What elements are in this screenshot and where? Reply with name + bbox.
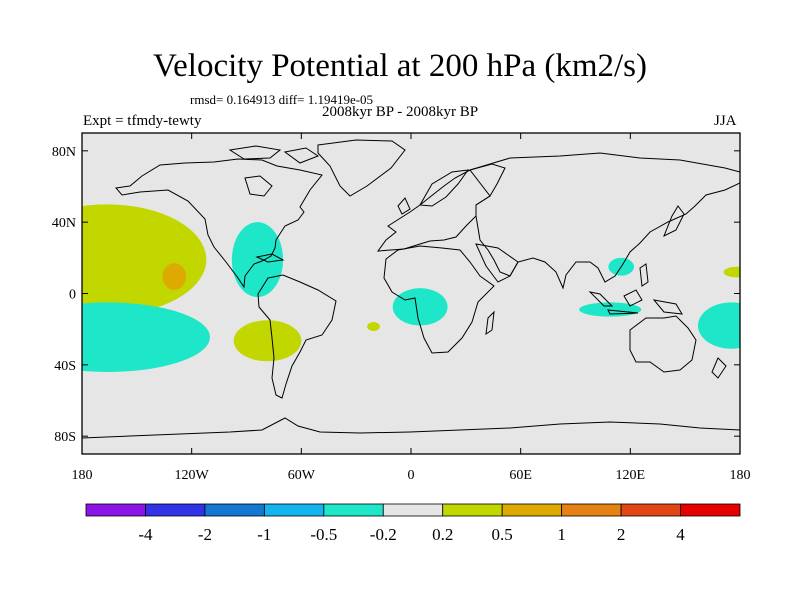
lon-tick-label: 120E: [616, 468, 646, 483]
colorbar-label: -2: [198, 525, 212, 544]
coastline-antarctica: [82, 417, 740, 439]
lat-tick-label: 0: [69, 288, 76, 303]
experiment-label: Expt = tfmdy-tewty: [83, 113, 202, 129]
lon-tick-label: 180: [72, 468, 93, 483]
anomaly-region-atlantic-positive: [367, 322, 380, 331]
colorbar-swatch: [204, 503, 265, 517]
colorbar-label: 4: [676, 525, 685, 544]
stats-text: rmsd= 0.164913 diff= 1.19419e-05: [190, 92, 374, 107]
colorbar-swatch: [323, 503, 384, 517]
colorbar-swatch: [263, 503, 325, 517]
colorbar-label: -0.5: [310, 525, 337, 544]
lon-tick-label: 120W: [175, 468, 210, 483]
colorbar-swatch: [382, 503, 444, 517]
colorbar-swatch: [85, 503, 146, 517]
lon-tick-label: 180: [730, 468, 751, 483]
coastlines: [82, 139, 740, 439]
coastline-africa: [383, 245, 495, 354]
colorbar-label: 0.5: [492, 525, 513, 544]
colorbar: -4 -2 -1 -0.5 -0.2 0.2 0.5 1 2 4: [85, 503, 741, 544]
anomaly-region-gulf-of-guinea-negative: [392, 288, 448, 326]
lon-tick-label: 0: [408, 468, 415, 483]
coastline-hudson-bay: [244, 175, 273, 197]
period-text: 2008kyr BP - 2008kyr BP: [322, 104, 479, 120]
coastline-asia: [469, 152, 740, 290]
coastline-europe: [376, 163, 506, 252]
coastline-australia: [629, 315, 697, 373]
coastline-new-zealand: [711, 357, 727, 379]
lat-tick-label: 40S: [54, 359, 76, 374]
anomaly-region-east-edge-positive: [723, 266, 740, 278]
coastline-greenland: [317, 139, 406, 197]
anomaly-region-south-america-positive: [233, 320, 302, 362]
colorbar-label: 0.2: [432, 525, 453, 544]
coastline-java: [607, 309, 639, 315]
colorbar-label: -0.2: [370, 525, 397, 544]
lat-tick-label: 40N: [52, 216, 76, 231]
colorbar-swatch: [501, 503, 563, 517]
colorbar-swatch: [145, 503, 206, 517]
lat-tick-label: 80N: [52, 145, 76, 160]
coastline-arabia: [475, 243, 519, 283]
coastline-madagascar: [485, 310, 495, 336]
coastline-south-america: [257, 274, 337, 399]
coastline-sumatra: [588, 291, 614, 307]
colorbar-label: 1: [557, 525, 566, 544]
map-axes: 80N 40N 0 40S 80S 180 120W 60W 0 60E 120E 180: [52, 133, 751, 483]
lon-tick-label: 60E: [509, 468, 532, 483]
season-label: JJA: [714, 113, 737, 129]
lon-tick-label: 60W: [288, 468, 316, 483]
coastline-cuba: [255, 253, 285, 263]
colorbar-label: 2: [617, 525, 626, 544]
anomaly-region-caribbean-negative: [231, 222, 284, 298]
colorbar-label: -1: [257, 525, 271, 544]
coastline-new-guinea: [652, 299, 683, 315]
anomaly-region-dateline-negative: [697, 302, 740, 349]
colorbar-label: -4: [138, 525, 153, 544]
lat-tick-label: 80S: [54, 430, 76, 445]
coastline-borneo: [623, 289, 643, 307]
colorbar-swatch: [620, 503, 681, 517]
colorbar-swatch: [442, 503, 503, 517]
plot-title: Velocity Potential at 200 hPa (km2/s): [152, 48, 648, 84]
anomaly-region-central-pacific-positive: [82, 204, 207, 315]
coastline-britain: [397, 197, 411, 215]
coastline-north-america: [115, 158, 323, 289]
coastline-scandinavia: [419, 169, 470, 207]
anomaly-regions: [82, 204, 740, 372]
coastline-japan: [663, 205, 685, 238]
anomaly-region-central-pacific-core: [162, 263, 187, 290]
anomaly-region-south-pacific-negative: [82, 302, 210, 372]
colorbar-swatch: [561, 503, 622, 517]
coastline-arctic-islands: [228, 145, 320, 164]
colorbar-swatch: [680, 503, 741, 517]
coastline-philippines: [639, 263, 649, 287]
